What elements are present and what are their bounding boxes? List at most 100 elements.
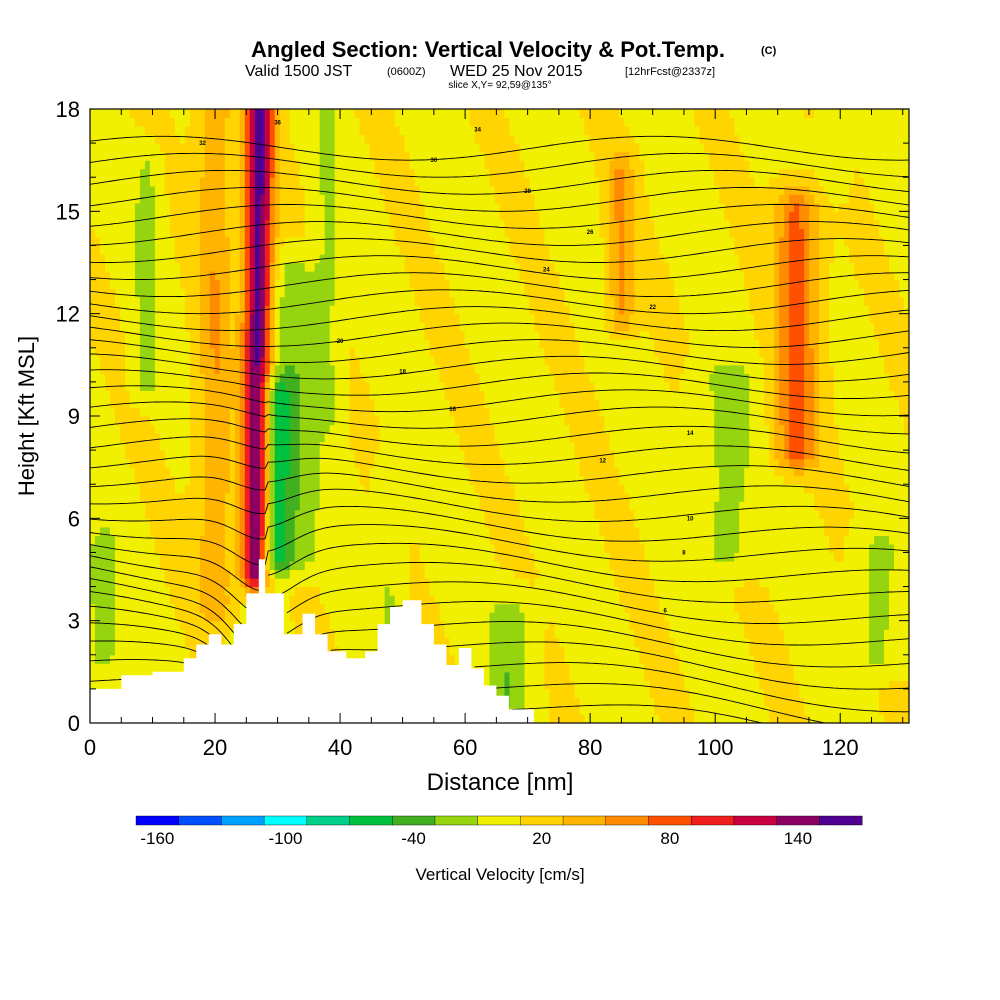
colorbar-tick-label: -160 bbox=[140, 829, 174, 848]
contour-label: 6 bbox=[664, 608, 668, 614]
contour-label: 14 bbox=[687, 431, 694, 437]
contour-label: 16 bbox=[449, 407, 456, 413]
colorbar-swatch bbox=[434, 815, 479, 826]
copyright-mark: (C) bbox=[761, 45, 777, 57]
terrain-mask bbox=[90, 559, 534, 723]
colorbar-tick-label: -100 bbox=[268, 829, 302, 848]
y-tick-label: 9 bbox=[68, 404, 80, 429]
colorbar-swatch bbox=[477, 815, 521, 826]
colorbar-swatch bbox=[819, 815, 863, 826]
theta-contour bbox=[90, 555, 909, 609]
colorbar-swatch bbox=[178, 815, 222, 826]
colorbar-swatch bbox=[135, 815, 180, 826]
theta-contour bbox=[90, 135, 909, 161]
valid-prefix: Valid 1500 JST bbox=[245, 63, 353, 80]
y-axis-label: Height [Kft MSL] bbox=[14, 336, 39, 496]
colorbar-tick-label: -40 bbox=[401, 829, 426, 848]
contour-label: 12 bbox=[599, 458, 606, 464]
colorbar-swatch bbox=[349, 815, 393, 826]
colorbar-swatch bbox=[392, 815, 436, 826]
theta-contour bbox=[90, 505, 909, 542]
x-tick-label: 40 bbox=[328, 735, 352, 760]
theta-contour bbox=[90, 152, 909, 178]
theta-contour bbox=[90, 566, 909, 630]
slice-label: slice X,Y= 92,59@135° bbox=[448, 80, 551, 91]
contour-label: 34 bbox=[474, 127, 481, 133]
forecast-label: [12hrFcst@2337z] bbox=[625, 66, 715, 78]
theta-contours bbox=[90, 135, 909, 723]
theta-contour bbox=[90, 472, 909, 503]
colorbar-swatch bbox=[776, 815, 820, 826]
contour-label: 30 bbox=[431, 158, 438, 164]
colorbar-tick-label: 80 bbox=[660, 829, 679, 848]
y-tick-label: 6 bbox=[68, 506, 80, 531]
colorbar-ticks: -160 -100 -40 20 80 140 bbox=[140, 829, 812, 848]
theta-contour bbox=[90, 187, 909, 212]
theta-contour bbox=[90, 605, 909, 690]
x-tick-label: 20 bbox=[203, 735, 227, 760]
x-axis-label: Distance [nm] bbox=[427, 769, 574, 796]
colorbar-swatch bbox=[562, 815, 607, 826]
x-axis: 0 20 40 60 80 100 120 bbox=[84, 109, 904, 760]
contour-label: 32 bbox=[199, 141, 206, 147]
colorbar-swatch bbox=[221, 815, 265, 826]
theta-contour bbox=[90, 353, 909, 382]
colorbar-swatch bbox=[733, 815, 778, 826]
colorbar-swatch bbox=[605, 815, 649, 826]
colorbar-swatch bbox=[520, 815, 564, 826]
theta-contour bbox=[90, 322, 909, 348]
contour-label: 28 bbox=[524, 189, 531, 195]
theta-contour bbox=[90, 401, 909, 435]
theta-contour bbox=[90, 659, 764, 723]
colorbar-tick-label: 140 bbox=[784, 829, 812, 848]
theta-contour bbox=[90, 221, 909, 246]
valid-date: WED 25 Nov 2015 bbox=[450, 63, 583, 80]
theta-contour bbox=[90, 169, 909, 195]
theta-contour bbox=[90, 640, 828, 723]
contour-label: 20 bbox=[337, 339, 344, 345]
x-tick-label: 80 bbox=[578, 735, 602, 760]
y-tick-label: 3 bbox=[68, 609, 80, 634]
y-tick-label: 12 bbox=[56, 302, 80, 327]
theta-contour bbox=[90, 542, 909, 591]
contour-label: 8 bbox=[682, 550, 686, 556]
contour-label: 18 bbox=[399, 370, 406, 376]
y-tick-label: 15 bbox=[56, 199, 80, 224]
plot-area: 6 8 10 12 14 16 18 20 22 24 26 28 30 32 34 36 bbox=[90, 109, 909, 723]
chart-title: Angled Section: Vertical Velocity & Pot.… bbox=[251, 37, 725, 62]
colorbar-tick-label: 20 bbox=[532, 829, 551, 848]
colorbar-swatch bbox=[263, 815, 308, 826]
colorbar-swatch bbox=[690, 815, 735, 826]
colorbar-label: Vertical Velocity [cm/s] bbox=[415, 865, 584, 884]
theta-contour bbox=[90, 488, 909, 522]
contour-label: 22 bbox=[649, 305, 656, 311]
theta-contour-labels: 6 8 10 12 14 16 18 20 22 24 26 28 30 32 34 36 bbox=[199, 121, 694, 615]
theta-contour bbox=[90, 436, 909, 471]
theta-contour bbox=[90, 524, 909, 566]
contour-label: 36 bbox=[274, 121, 281, 127]
theta-contour bbox=[90, 455, 909, 487]
theta-contour bbox=[90, 385, 909, 417]
colorbar-swatch bbox=[648, 815, 692, 826]
theta-contour bbox=[90, 238, 909, 263]
y-tick-label: 18 bbox=[56, 97, 80, 122]
colorbar-swatch bbox=[306, 815, 351, 826]
valid-time-line: Valid 1500 JST (0600Z) WED 25 Nov 2015 [… bbox=[245, 63, 715, 80]
velocity-shading bbox=[90, 109, 909, 723]
x-tick-label: 60 bbox=[453, 735, 477, 760]
theta-contour bbox=[90, 339, 909, 365]
valid-utc: (0600Z) bbox=[387, 66, 426, 78]
theta-contour bbox=[90, 418, 909, 454]
contour-label: 10 bbox=[687, 516, 694, 522]
contour-label: 24 bbox=[543, 267, 550, 273]
y-tick-label: 0 bbox=[68, 711, 80, 736]
theta-contour bbox=[90, 272, 909, 298]
theta-contour bbox=[90, 204, 909, 229]
x-tick-label: 120 bbox=[822, 735, 859, 760]
theta-contour bbox=[90, 255, 909, 281]
x-tick-label: 0 bbox=[84, 735, 96, 760]
x-tick-label: 100 bbox=[697, 735, 734, 760]
theta-contour bbox=[90, 289, 909, 315]
